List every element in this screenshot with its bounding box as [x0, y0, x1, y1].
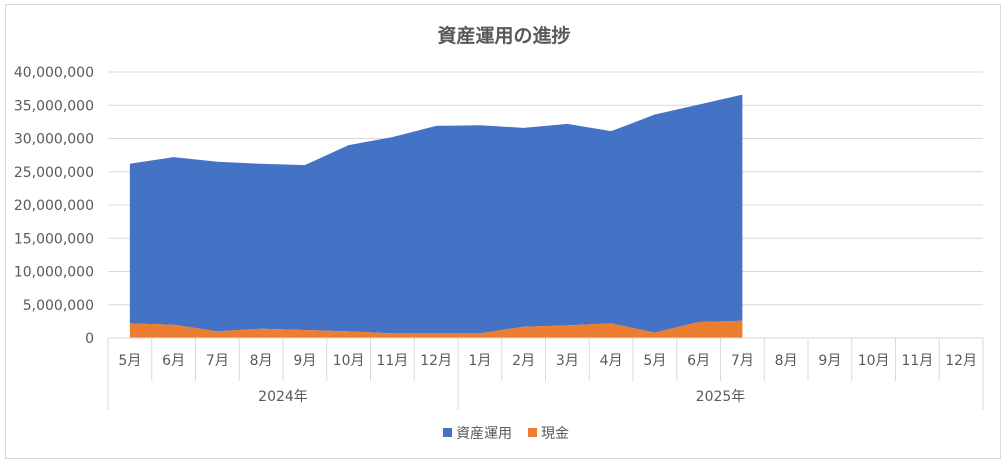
x-tick-label: 2月 [512, 353, 535, 369]
y-tick-label: 25,000,000 [14, 165, 94, 181]
y-tick-label: 5,000,000 [23, 298, 94, 314]
x-tick-label: 7月 [731, 353, 754, 369]
x-tick-label: 9月 [818, 353, 841, 369]
area-series-cash [129, 320, 743, 338]
y-axis-ticks: 0 5,000,000 10,000,000 15,000,000 20,000,000… [14, 65, 94, 347]
y-tick-label: 0 [85, 331, 94, 347]
y-tick-label: 20,000,000 [14, 198, 94, 214]
y-tick-label: 40,000,000 [14, 65, 94, 81]
y-tick-label: 15,000,000 [14, 231, 94, 247]
x-tick-label: 4月 [600, 353, 623, 369]
x-tick-label: 9月 [293, 353, 316, 369]
area-series-investment [129, 94, 743, 334]
y-tick-label: 30,000,000 [14, 132, 94, 148]
x-tick-label: 6月 [687, 353, 710, 369]
x-tick-label: 5月 [118, 353, 141, 369]
x-tick-label: 5月 [643, 353, 666, 369]
y-tick-label: 10,000,000 [14, 265, 94, 281]
chart-title: 資産運用の進捗 [437, 24, 570, 47]
x-axis: 5月 6月 7月 8月 9月 10月 11月 12月 1月 2月 3月 4月 5月 6月 7月 8月 9月 10月… [107, 337, 984, 410]
x-tick-label: 12月 [945, 353, 977, 369]
x-tick-label: 11月 [376, 353, 408, 369]
x-tick-label: 8月 [250, 353, 273, 369]
x-tick-label: 8月 [775, 353, 798, 369]
x-tick-label: 7月 [206, 353, 229, 369]
x-tick-label: 1月 [468, 353, 491, 369]
x-group-label: 2024年 [258, 389, 308, 405]
x-tick-label: 10月 [858, 353, 890, 369]
y-tick-label: 35,000,000 [14, 98, 94, 114]
legend-label: 現金 [541, 426, 569, 442]
x-tick-label: 10月 [333, 353, 365, 369]
x-tick-label: 11月 [901, 353, 933, 369]
legend-swatch [443, 428, 452, 437]
legend-label: 資産運用 [456, 426, 512, 442]
x-group-label: 2025年 [696, 389, 746, 405]
x-tick-label: 6月 [162, 353, 185, 369]
x-tick-label: 3月 [556, 353, 579, 369]
plot-areas [129, 94, 743, 338]
legend-swatch [528, 428, 537, 437]
legend: 資産運用 現金 [443, 426, 569, 442]
x-tick-label: 12月 [420, 353, 452, 369]
